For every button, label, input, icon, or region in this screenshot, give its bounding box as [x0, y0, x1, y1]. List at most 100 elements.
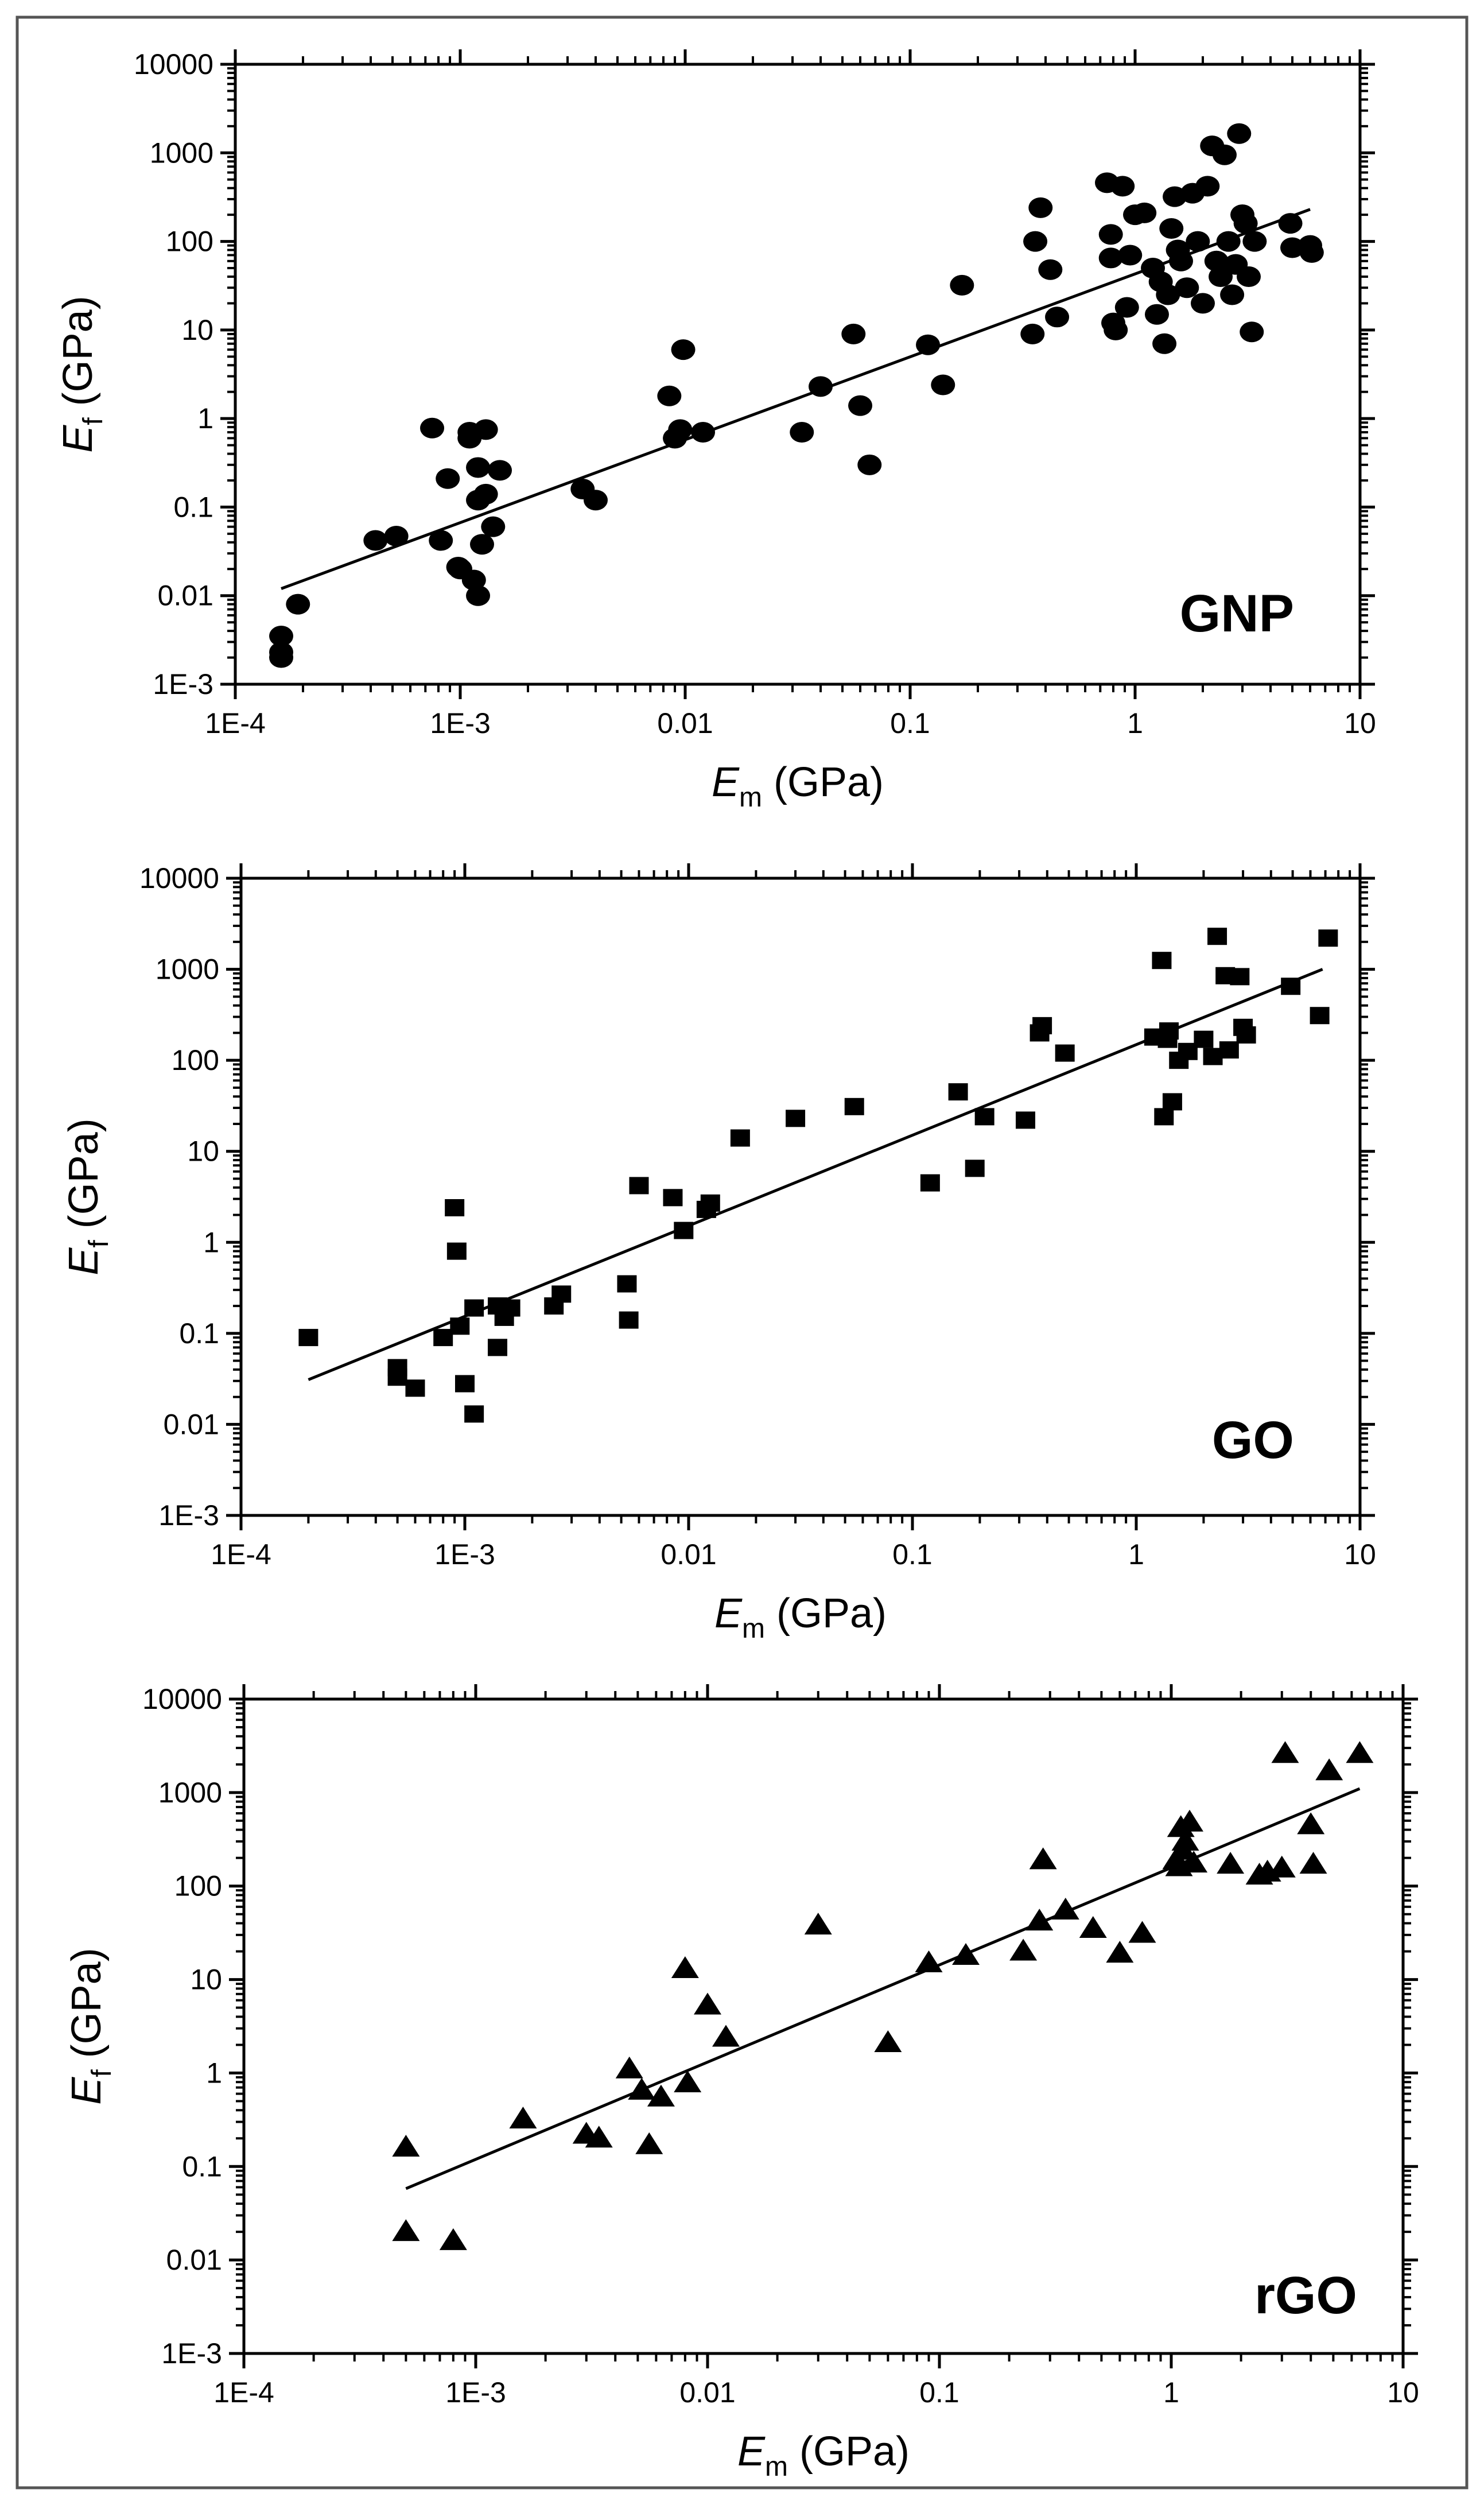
data-point — [952, 1942, 980, 1965]
data-point — [1280, 237, 1304, 258]
data-point — [488, 460, 512, 481]
data-point — [420, 417, 445, 439]
data-point — [712, 2025, 740, 2047]
data-point — [1118, 245, 1143, 266]
data-point — [1025, 1909, 1054, 1931]
panel-label: GNP — [1180, 584, 1294, 643]
data-point — [384, 526, 409, 547]
data-point — [1204, 250, 1229, 272]
data-point — [1023, 231, 1048, 252]
data-point — [628, 2077, 656, 2100]
y-axis-label: Ef (GPa) — [61, 1118, 114, 1275]
data-point — [694, 1992, 721, 2015]
data-point — [730, 1129, 750, 1147]
data-point — [915, 1950, 943, 1972]
x-axis-label: Em (GPa) — [714, 1591, 887, 1644]
data-point — [298, 1329, 318, 1347]
data-point — [1162, 1093, 1182, 1111]
data-point — [1242, 231, 1267, 252]
data-point — [1106, 1941, 1134, 1963]
data-point — [844, 1098, 864, 1115]
y-tick-label: 0.01 — [158, 580, 213, 612]
data-point — [920, 1174, 940, 1192]
data-point — [1159, 1022, 1179, 1040]
data-point — [874, 2030, 902, 2052]
data-point — [461, 569, 486, 591]
y-tick-label: 0.01 — [166, 2244, 222, 2276]
data-point — [931, 374, 955, 395]
data-point — [455, 1375, 475, 1393]
y-axis-label: Ef (GPa) — [55, 296, 108, 452]
data-point — [948, 1083, 968, 1101]
data-point — [1051, 1897, 1079, 1920]
data-point — [671, 339, 696, 360]
data-point — [1217, 1852, 1245, 1874]
data-point — [668, 419, 693, 440]
data-point — [585, 2126, 613, 2148]
data-point — [657, 385, 682, 406]
data-point — [1281, 978, 1301, 995]
y-tick-label: 1000 — [156, 953, 219, 986]
data-point — [446, 1242, 467, 1260]
data-point — [1045, 307, 1070, 328]
data-point — [1098, 224, 1123, 245]
x-tick-label: 0.1 — [919, 2376, 959, 2409]
fit-line — [405, 1787, 1361, 2190]
x-tick-label: 1E-3 — [430, 707, 491, 739]
data-point — [500, 1299, 520, 1317]
y-tick-label: 0.1 — [182, 2150, 222, 2182]
data-point — [445, 1199, 465, 1216]
data-point — [481, 516, 506, 537]
data-point — [1346, 1741, 1374, 1763]
y-tick-label: 1 — [206, 2057, 222, 2089]
data-point — [1175, 1809, 1203, 1832]
y-tick-label: 10 — [181, 314, 213, 346]
data-point — [269, 626, 294, 647]
data-point — [1207, 928, 1227, 945]
data-point — [647, 2084, 675, 2107]
data-point — [1216, 231, 1241, 252]
data-point — [1220, 284, 1245, 305]
data-point — [392, 2135, 420, 2157]
data-point — [671, 1956, 699, 1979]
data-point — [1236, 1026, 1256, 1044]
y-tick-label: 1E-3 — [161, 2337, 222, 2370]
data-point — [974, 1108, 994, 1126]
data-point — [405, 1379, 425, 1397]
plot-frame — [239, 877, 1362, 1517]
data-point — [584, 490, 608, 511]
data-point — [1180, 1851, 1208, 1873]
data-point — [436, 468, 460, 489]
panel-label: GO — [1212, 1411, 1294, 1469]
y-tick-label: 1 — [203, 1226, 219, 1258]
data-point — [1233, 213, 1258, 234]
y-tick-label: 1000 — [150, 137, 213, 169]
data-point — [700, 1194, 720, 1212]
y-tick-label: 100 — [166, 226, 213, 258]
data-point — [1152, 952, 1172, 970]
data-point — [1009, 1938, 1038, 1961]
data-point — [615, 2056, 643, 2079]
x-tick-label: 1E-3 — [445, 2376, 506, 2409]
x-tick-label: 1 — [1163, 2376, 1179, 2409]
x-tick-label: 1E-3 — [434, 1538, 495, 1571]
data-point — [466, 457, 491, 478]
figure-border — [15, 15, 1469, 2490]
data-point — [1144, 304, 1169, 325]
data-point — [1020, 323, 1045, 344]
data-point — [1186, 231, 1210, 252]
data-point — [286, 594, 310, 615]
y-tick-label: 1E-3 — [158, 1499, 219, 1531]
x-tick-label: 0.1 — [892, 1538, 933, 1571]
data-point — [1132, 202, 1157, 223]
data-point — [1079, 1915, 1107, 1938]
data-point — [1032, 1017, 1052, 1034]
chart-rgo: 1E-4 1E-3 0.01 0.1 1 10 1E-3 0.01 0.1 1 10 100 1000 1… — [64, 1683, 1419, 2482]
x-tick-label: 1E-4 — [211, 1538, 271, 1571]
data-point — [1315, 1758, 1343, 1781]
data-point — [387, 1368, 407, 1386]
x-tick-label: 1E-4 — [205, 707, 266, 739]
data-point — [1237, 266, 1261, 287]
data-point — [674, 2070, 702, 2093]
data-point — [433, 1329, 453, 1347]
